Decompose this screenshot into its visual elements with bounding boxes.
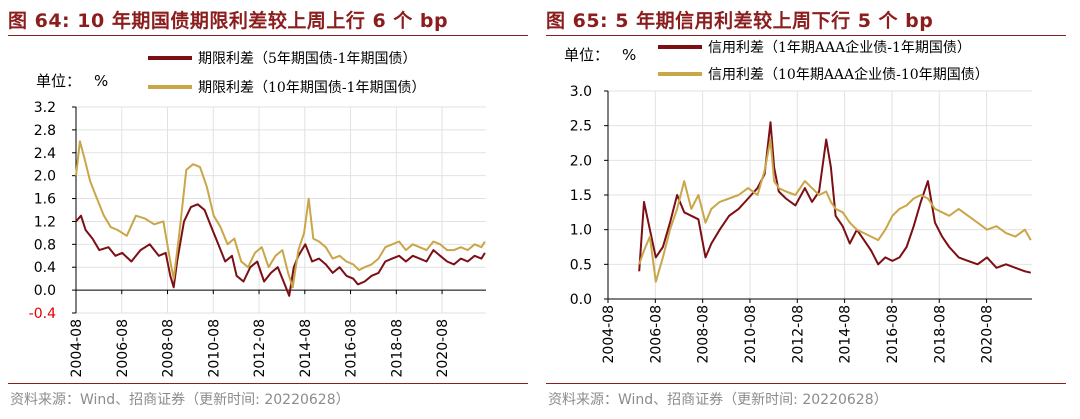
legend-label-2: 信用利差（10年期AAA企业债-10年期国债） [708,66,989,83]
x-tick-label: 2010-08 [743,305,759,364]
series-line-1 [75,203,486,297]
title-divider [546,35,1066,36]
x-tick-label: 2014-08 [298,319,314,378]
chart-panel-right: 图 65: 5 年期信用利差较上周下行 5 个 bp 0.0 0.5 1.0 1.5 2… [546,0,1078,419]
series-line-2 [638,138,1032,283]
y-tick-label: -0.4 [29,306,56,322]
unit-label: 单位： [564,46,609,64]
legend-label-2: 期限利差（10年期国债-1年期国债） [198,80,425,96]
x-tick-label: 2018-08 [932,305,948,364]
x-tick-label: 2016-08 [885,305,901,364]
x-tick-label: 2006-08 [648,305,664,364]
source-divider [546,383,1066,384]
unit-label: 单位： [36,72,81,90]
x-tick-label: 2008-08 [161,319,177,378]
x-tick-label: 2016-08 [344,319,360,378]
y-tick-label: 2.5 [570,119,592,135]
y-tick-label: 2.8 [34,123,56,139]
chart-title: 图 65: 5 年期信用利差较上周下行 5 个 bp [546,10,934,32]
x-tick-label: 2010-08 [206,319,222,378]
series-line-1 [638,121,1032,274]
y-tick-label: 0.0 [570,292,592,308]
x-tick-label: 2018-08 [389,319,405,378]
x-tick-label: 2008-08 [696,305,712,364]
y-tick-label: 2.0 [570,153,592,169]
y-tick-label: 2.0 [34,169,56,185]
x-tick-label: 2012-08 [790,305,806,364]
source-note: 资料来源：Wind、招商证券（更新时间: 20220628） [10,392,350,408]
source-divider [8,383,528,384]
y-tick-label: 1.2 [34,214,56,230]
unit-value: % [94,72,108,90]
y-tick-label: 3.0 [570,84,592,100]
y-tick-label: 1.6 [34,192,56,208]
unit-value: % [622,46,636,64]
y-tick-label: 0.4 [34,260,56,276]
x-tick-label: 2020-08 [980,305,996,364]
legend-label-1: 期限利差（5年期国债-1年期国债） [198,51,417,67]
x-tick-label: 2006-08 [115,319,131,378]
source-note: 资料来源：Wind、招商证券（更新时间: 20220628） [548,392,888,408]
x-tick-label: 2012-08 [252,319,268,378]
series-line-2 [75,140,486,289]
line-chart-credit-spread: 0.0 0.5 1.0 1.5 2.0 2.5 3.0 2004-08 2006-08 2008-… [564,39,1032,364]
y-tick-label: 2.4 [34,146,56,162]
y-tick-label: 1.5 [570,188,592,204]
chart-panel-left: 图 64: 10 年期国债期限利差较上周上行 6 个 bp -0.4 0.0 0.4… [8,0,540,419]
legend-label-1: 信用利差（1年期AAA企业债-1年期国债） [708,39,971,56]
y-tick-label: 0.5 [570,257,592,273]
y-tick-label: 0.8 [34,237,56,253]
x-tick-label: 2004-08 [69,319,85,378]
x-tick-label: 2020-08 [435,319,451,378]
x-tick-label: 2014-08 [838,305,854,364]
chart-title: 图 64: 10 年期国债期限利差较上周上行 6 个 bp [8,10,449,32]
x-tick-label: 2004-08 [601,305,617,364]
y-tick-label: 1.0 [570,223,592,239]
y-tick-label: 3.2 [34,100,56,116]
y-tick-label: 0.0 [34,283,56,299]
title-divider [8,35,528,36]
line-chart-term-spread: -0.4 0.0 0.4 0.8 1.2 1.6 2.0 2.4 2.8 3.2 2004-08 20… [29,51,486,378]
